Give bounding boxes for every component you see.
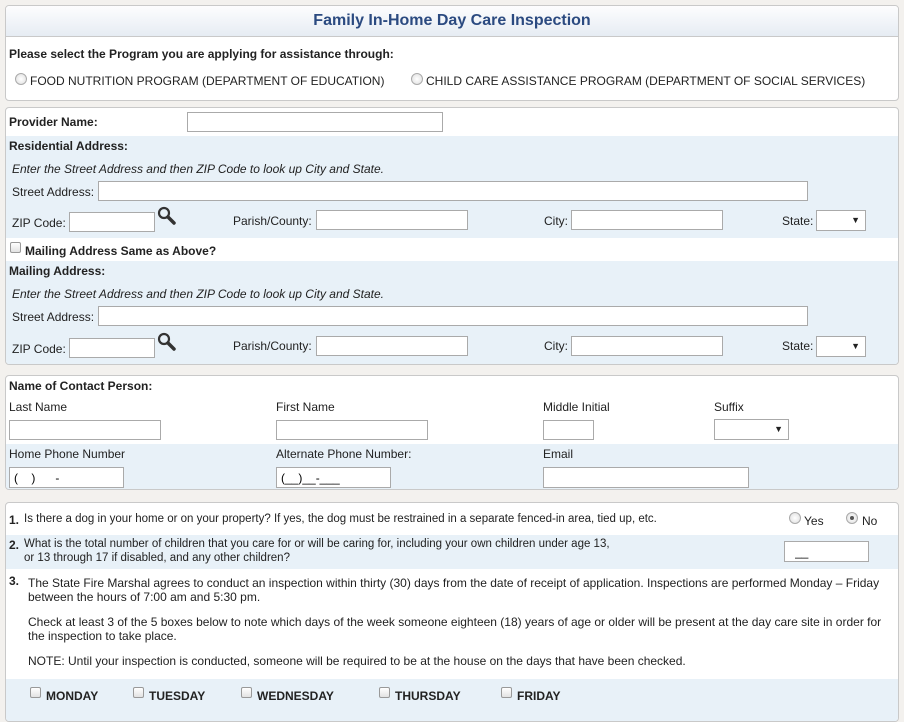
program-panel: Family In-Home Day Care Inspection Pleas… [5, 5, 899, 101]
q3-number: 3. [9, 574, 20, 588]
parish-label: Parish/County: [233, 214, 312, 228]
mailing-city-label: City: [544, 339, 568, 353]
mailing-city-input[interactable] [571, 336, 723, 356]
monday-label: MONDAY [46, 689, 99, 703]
address-panel: Provider Name: Residential Address: Ente… [5, 107, 899, 365]
alt-phone-label: Alternate Phone Number: [276, 447, 412, 461]
mailing-zip-input[interactable] [69, 338, 155, 358]
mailing-section: Mailing Address: Enter the Street Addres… [6, 261, 898, 364]
q3-para1-line2: between the hours of 7:00 am and 5:30 pm… [28, 590, 261, 604]
tuesday-label: TUESDAY [149, 689, 206, 703]
mailing-parish-input[interactable] [316, 336, 468, 356]
parish-input[interactable] [316, 210, 468, 230]
provider-name-label: Provider Name: [9, 115, 98, 129]
mailing-hint: Enter the Street Address and then ZIP Co… [12, 287, 384, 301]
friday-checkbox[interactable] [501, 687, 512, 698]
zip-label: ZIP Code: [12, 216, 66, 230]
friday-label: FRIDAY [517, 689, 561, 703]
contact-panel: Name of Contact Person: Last Name First … [5, 375, 899, 490]
street-input[interactable] [98, 181, 808, 201]
q1-yes-label: Yes [804, 514, 824, 528]
mailing-heading: Mailing Address: [9, 264, 106, 278]
state-label: State: [782, 214, 814, 228]
program-label-childcare: CHILD CARE ASSISTANCE PROGRAM (DEPARTMEN… [426, 74, 866, 88]
state-select[interactable]: ▼ [816, 210, 866, 231]
residential-section: Residential Address: Enter the Street Ad… [6, 136, 898, 238]
mailing-state-select[interactable]: ▼ [816, 336, 866, 357]
zip-lookup-search-icon[interactable] [157, 206, 177, 226]
q2-text-line2: or 13 through 17 if disabled, and any ot… [24, 552, 290, 564]
wednesday-label: WEDNESDAY [257, 689, 334, 703]
q3-note: NOTE: Until your inspection is conducted… [28, 654, 686, 668]
q3-para2-line1: Check at least 3 of the 5 boxes below to… [28, 615, 882, 629]
email-label: Email [543, 447, 574, 461]
contact-heading: Name of Contact Person: [9, 379, 153, 393]
middle-initial-input[interactable] [543, 420, 594, 440]
residential-hint: Enter the Street Address and then ZIP Co… [12, 162, 384, 176]
alt-phone-input[interactable] [276, 467, 391, 488]
thursday-label: THURSDAY [395, 689, 461, 703]
q1-no-radio[interactable] [846, 512, 858, 524]
email-input[interactable] [543, 467, 749, 488]
home-phone-label: Home Phone Number [9, 447, 126, 461]
home-phone-input[interactable] [9, 467, 124, 488]
wednesday-checkbox[interactable] [241, 687, 252, 698]
questions-panel: 1. Is there a dog in your home or on you… [5, 502, 899, 722]
mailing-parish-label: Parish/County: [233, 339, 312, 353]
monday-checkbox[interactable] [30, 687, 41, 698]
q3-para2-line2: the inspection to take place. [28, 629, 177, 643]
mailing-street-input[interactable] [98, 306, 808, 326]
program-prompt: Please select the Program you are applyi… [9, 47, 394, 61]
mailing-street-label: Street Address: [12, 310, 95, 324]
mailing-state-label: State: [782, 339, 814, 353]
program-radio-food[interactable] [15, 73, 27, 85]
city-label: City: [544, 214, 568, 228]
q1-yes-radio[interactable] [789, 512, 801, 524]
residential-heading: Residential Address: [9, 139, 128, 153]
middle-initial-label: Middle Initial [543, 400, 610, 414]
days-row: MONDAY TUESDAY WEDNESDAY THURSDAY FRIDAY [6, 679, 898, 721]
q2-children-count-input[interactable] [784, 541, 869, 562]
last-name-label: Last Name [9, 400, 68, 414]
phone-section: Home Phone Number Alternate Phone Number… [6, 444, 898, 489]
mailing-same-label: Mailing Address Same as Above? [25, 244, 217, 258]
last-name-input[interactable] [9, 420, 161, 440]
page-title: Family In-Home Day Care Inspection [6, 6, 898, 37]
program-radio-childcare[interactable] [411, 73, 423, 85]
zip-input[interactable] [69, 212, 155, 232]
first-name-input[interactable] [276, 420, 428, 440]
q2-number: 2. [9, 538, 20, 552]
mailing-zip-label: ZIP Code: [12, 342, 66, 356]
thursday-checkbox[interactable] [379, 687, 390, 698]
city-input[interactable] [571, 210, 723, 230]
q2-row: 2. What is the total number of children … [6, 535, 898, 569]
program-label-food: FOOD NUTRITION PROGRAM (DEPARTMENT OF ED… [30, 74, 385, 88]
q1-no-label: No [862, 514, 878, 528]
suffix-select[interactable]: ▼ [714, 419, 789, 440]
q1-number: 1. [9, 513, 20, 527]
provider-name-input[interactable] [187, 112, 443, 132]
first-name-label: First Name [276, 400, 335, 414]
tuesday-checkbox[interactable] [133, 687, 144, 698]
q3-para1-line1: The State Fire Marshal agrees to conduct… [28, 576, 880, 590]
mailing-zip-lookup-search-icon[interactable] [157, 332, 177, 352]
street-label: Street Address: [12, 185, 95, 199]
q1-text: Is there a dog in your home or on your p… [24, 513, 657, 525]
mailing-same-checkbox[interactable] [10, 242, 21, 253]
suffix-label: Suffix [714, 400, 744, 414]
q2-text-line1: What is the total number of children tha… [24, 538, 610, 550]
